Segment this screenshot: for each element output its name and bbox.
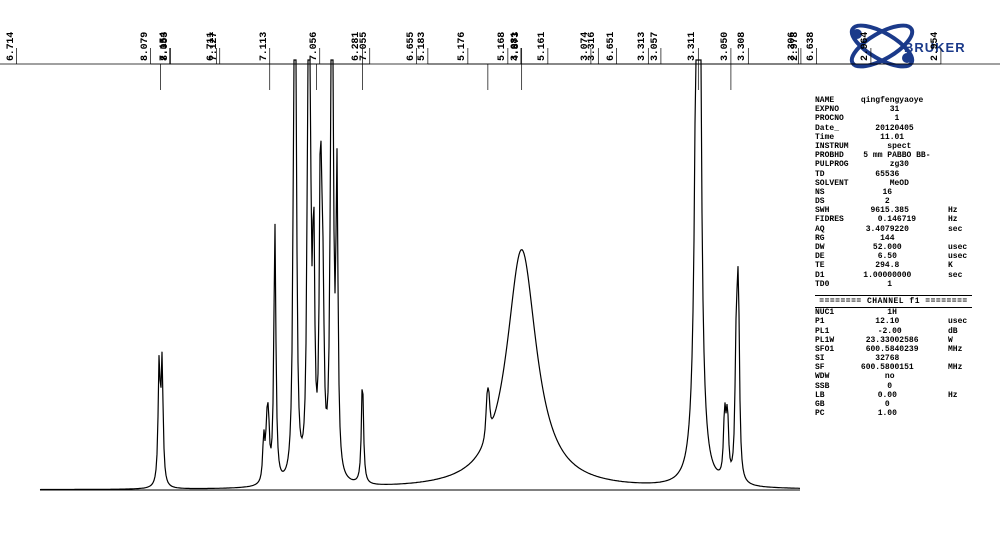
peak-label: 5.168 — [497, 32, 508, 61]
peak-label: 3.313 — [637, 32, 648, 61]
peak-label: 6.651 — [606, 32, 617, 61]
peak-label: 7.113 — [259, 32, 270, 61]
peak-label: 5.161 — [537, 32, 548, 61]
peak-label: 2.978 — [790, 32, 801, 61]
peak-label: 2.964 — [860, 32, 871, 61]
peak-label: 6.711 — [206, 32, 217, 61]
peak-label: 7.154 — [159, 32, 170, 61]
peak-label: 3.081 — [510, 32, 521, 61]
peak-label: 3.311 — [687, 32, 698, 61]
peak-label: 7.056 — [309, 32, 320, 61]
peak-label: 2.954 — [930, 32, 941, 61]
peak-label: 3.057 — [650, 32, 661, 61]
peak-label: 3.050 — [720, 32, 731, 61]
peak-label: 5.183 — [417, 32, 428, 61]
spectrum-curve — [40, 60, 800, 490]
peak-label: 8.079 — [140, 32, 151, 61]
peak-label: 6.655 — [406, 32, 417, 61]
peak-label: 5.176 — [457, 32, 468, 61]
peak-label: 3.308 — [737, 32, 748, 61]
peak-label: 3.074 — [580, 32, 591, 61]
peak-label: 6.638 — [806, 32, 817, 61]
peak-label: 6.714 — [6, 32, 17, 61]
peak-label: 6.281 — [351, 32, 362, 61]
peak-labels-row: 8.0798.0537.1547.1277.1137.0567.0556.885… — [0, 6, 1000, 96]
